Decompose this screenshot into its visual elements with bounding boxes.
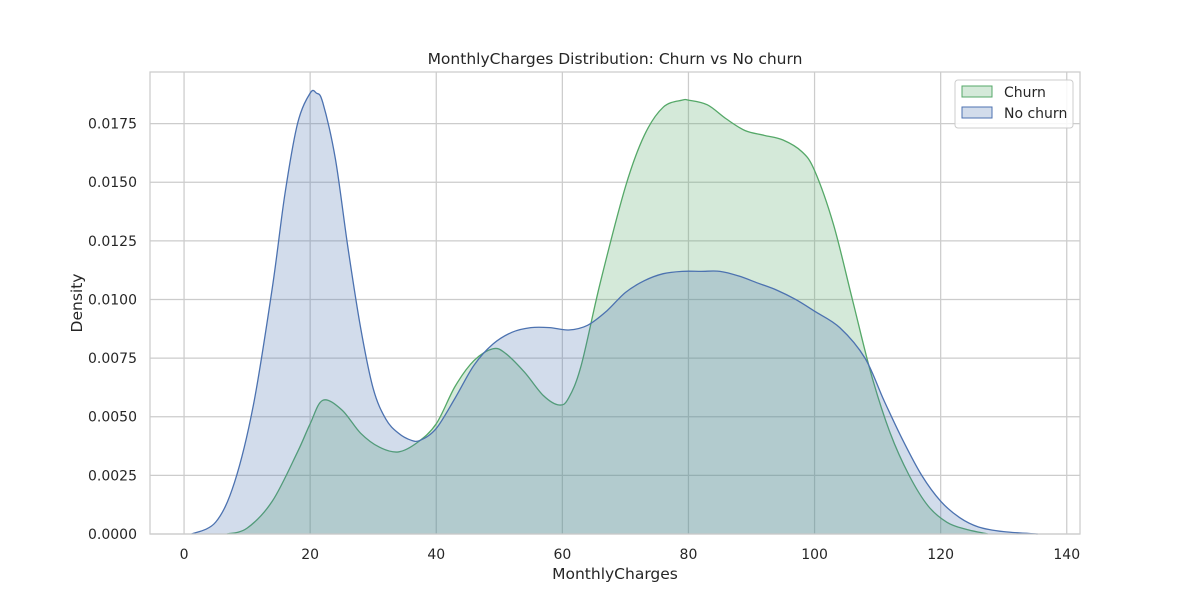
x-tick-label: 0 [180, 547, 189, 563]
legend: Churn No churn [954, 79, 1074, 129]
x-axis-label: MonthlyCharges [552, 565, 678, 583]
plot-frame [149, 71, 1081, 535]
series-layer [191, 89, 1038, 535]
x-axis-ticks: 0 20 40 60 80 100 120 140 [180, 547, 1081, 563]
legend-frame [954, 79, 1074, 129]
plot-area [149, 71, 1081, 535]
y-tick-label: 0.0050 [88, 410, 137, 426]
y-tick-label: 0.0000 [88, 527, 137, 543]
x-tick-label: 60 [553, 547, 571, 563]
chart-title: MonthlyCharges Distribution: Churn vs No… [428, 50, 803, 68]
legend-swatch-no-churn [961, 106, 993, 119]
density-line-churn [226, 98, 989, 535]
density-area-churn [226, 99, 988, 534]
y-tick-label: 0.0150 [88, 175, 137, 191]
grid [150, 72, 1080, 535]
x-tick-label: 140 [1053, 547, 1080, 563]
x-tick-label: 120 [927, 547, 954, 563]
x-tick-label: 40 [427, 547, 445, 563]
legend-swatch-churn [961, 85, 993, 98]
x-tick-label: 20 [301, 547, 319, 563]
y-axis-label: Density [68, 274, 86, 333]
density-area-no-churn [191, 90, 1038, 534]
y-tick-label: 0.0100 [88, 292, 137, 308]
y-tick-label: 0.0075 [88, 351, 137, 367]
y-tick-label: 0.0025 [88, 468, 137, 484]
density-line-no-churn [191, 89, 1038, 535]
legend-label-no-churn: No churn [1004, 106, 1067, 122]
y-tick-label: 0.0125 [88, 234, 137, 250]
x-tick-label: 80 [680, 547, 698, 563]
y-tick-label: 0.0175 [88, 117, 137, 133]
x-tick-label: 100 [801, 547, 828, 563]
y-axis-ticks: 0.0000 0.0025 0.0050 0.0075 0.0100 0.0125 0.01… [88, 117, 137, 543]
legend-label-churn: Churn [1004, 85, 1046, 101]
